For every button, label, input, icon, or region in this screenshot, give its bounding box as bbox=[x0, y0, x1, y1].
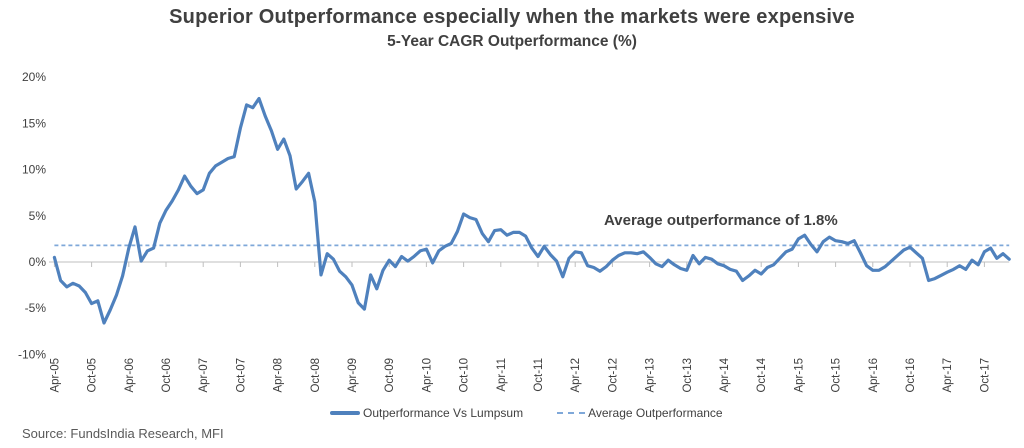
solid-line-swatch-icon bbox=[330, 411, 360, 415]
x-tick-label: Apr-07 bbox=[198, 358, 210, 393]
x-tick-label: Apr-14 bbox=[719, 357, 731, 392]
legend-item-outperformance: Outperformance Vs Lumpsum bbox=[330, 406, 523, 420]
x-tick-label: Oct-09 bbox=[384, 358, 396, 393]
x-tick-label: Apr-06 bbox=[124, 358, 136, 393]
x-tick-label: Oct-11 bbox=[533, 358, 545, 392]
chart-subtitle: 5-Year CAGR Outperformance (%) bbox=[387, 33, 637, 50]
y-tick-label: -5% bbox=[25, 301, 47, 315]
x-tick-label: Apr-16 bbox=[868, 358, 880, 393]
x-tick-label: Apr-13 bbox=[645, 358, 657, 393]
legend-label-outperformance: Outperformance Vs Lumpsum bbox=[363, 406, 524, 420]
source-note: Source: FundsIndia Research, MFI bbox=[22, 426, 224, 441]
y-tick-label: 0% bbox=[29, 255, 47, 269]
y-tick-label: 5% bbox=[29, 209, 47, 223]
x-tick-label: Apr-08 bbox=[273, 358, 285, 393]
average-annotation: Average outperformance of 1.8% bbox=[604, 212, 838, 229]
x-tick-label: Oct-08 bbox=[310, 358, 322, 393]
x-tick-label: Oct-07 bbox=[235, 358, 247, 393]
outperformance-line bbox=[52, 96, 1011, 325]
legend-item-average: Average Outperformance bbox=[557, 406, 723, 420]
x-tick-label: Oct-15 bbox=[831, 358, 843, 393]
x-tick-label: Oct-17 bbox=[979, 358, 991, 393]
x-tick-label: Apr-15 bbox=[793, 358, 805, 393]
y-tick-label: 20% bbox=[22, 70, 46, 84]
chart-title: Superior Outperformance especially when … bbox=[169, 6, 855, 28]
legend-label-average: Average Outperformance bbox=[588, 406, 723, 420]
y-tick-label: 10% bbox=[22, 163, 46, 177]
x-tick-label: Oct-06 bbox=[161, 358, 173, 393]
y-tick-label: -10% bbox=[18, 347, 46, 361]
x-tick-label: Apr-10 bbox=[421, 358, 433, 393]
x-tick-label: Apr-05 bbox=[49, 358, 61, 393]
dashed-line-swatch-icon bbox=[557, 412, 586, 414]
x-tick-label: Apr-12 bbox=[570, 358, 582, 393]
x-tick-label: Oct-13 bbox=[682, 358, 694, 393]
y-tick-label: 15% bbox=[22, 116, 46, 130]
x-tick-label: Apr-09 bbox=[347, 358, 359, 393]
x-tick-label: Oct-10 bbox=[459, 358, 471, 393]
x-tick-label: Apr-17 bbox=[942, 358, 954, 393]
x-tick-label: Oct-12 bbox=[607, 358, 619, 393]
chart-legend: Outperformance Vs Lumpsum Average Outper… bbox=[330, 406, 723, 420]
x-tick-label: Oct-16 bbox=[905, 358, 917, 393]
x-tick-label: Oct-05 bbox=[87, 358, 99, 393]
x-tick-label: Apr-11 bbox=[496, 358, 508, 392]
x-tick-label: Oct-14 bbox=[756, 357, 768, 392]
